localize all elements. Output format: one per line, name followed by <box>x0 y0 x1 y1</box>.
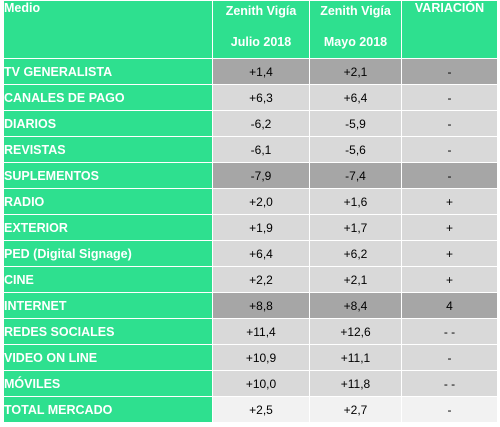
table-row: DIARIOS -6,2 -5,9- <box>3 110 498 137</box>
table-row: RADIO +2,0 +1,6 + <box>3 188 498 215</box>
table-row: TOTAL MERCADO +2,5 +2,7- <box>3 396 498 423</box>
cell-julio-2018: +11,4 <box>212 318 310 345</box>
cell-julio-2018: +6,3 <box>212 84 310 111</box>
cell-mayo-2018: +8,4 <box>309 292 402 319</box>
cell-medio: INTERNET <box>3 292 213 319</box>
cell-medio: CANALES DE PAGO <box>3 84 213 111</box>
cell-medio: PED (Digital Signage) <box>3 240 213 267</box>
table-row: TV GENERALISTA +1,4 +2,1- <box>3 58 498 85</box>
table-row: REVISTAS -6,1 -5,6- <box>3 136 498 163</box>
cell-variacion: - <box>401 396 498 423</box>
cell-medio: CINE <box>3 266 213 293</box>
cell-julio-2018: -6,1 <box>212 136 310 163</box>
cell-medio: TOTAL MERCADO <box>3 396 213 423</box>
table-row: INTERNET +8,8 +8,4 4 <box>3 292 498 319</box>
cell-variacion: + <box>401 240 498 267</box>
table-row: SUPLEMENTOS -7,9 -7,4- <box>3 162 498 189</box>
cell-medio: MÓVILES <box>3 370 213 397</box>
cell-julio-2018: +6,4 <box>212 240 310 267</box>
header-mayo-line1: Zenith Vigía <box>320 4 391 18</box>
header-julio-2018: Zenith Vigía Julio 2018 <box>212 0 310 59</box>
cell-variacion: - - <box>401 318 498 345</box>
header-mayo-line2: Mayo 2018 <box>323 35 388 49</box>
cell-medio: VIDEO ON LINE <box>3 344 213 371</box>
cell-julio-2018: +1,4 <box>212 58 310 85</box>
header-julio-line2: Julio 2018 <box>230 35 292 49</box>
table-row: CINE +2,2 +2,1 + <box>3 266 498 293</box>
cell-mayo-2018: -5,6 <box>309 136 402 163</box>
cell-mayo-2018: +2,1 <box>309 266 402 293</box>
table-row: MÓVILES +10,0 +11,8- - <box>3 370 498 397</box>
cell-variacion: - <box>401 136 498 163</box>
cell-mayo-2018: -7,4 <box>309 162 402 189</box>
cell-mayo-2018: +1,7 <box>309 214 402 241</box>
cell-medio: REDES SOCIALES <box>3 318 213 345</box>
cell-variacion: - - <box>401 370 498 397</box>
cell-mayo-2018: +6,4 <box>309 84 402 111</box>
table-row: PED (Digital Signage) +6,4 +6,2 + <box>3 240 498 267</box>
cell-medio: RADIO <box>3 188 213 215</box>
cell-mayo-2018: +6,2 <box>309 240 402 267</box>
cell-julio-2018: +1,9 <box>212 214 310 241</box>
table-row: EXTERIOR +1,9 +1,7 + <box>3 214 498 241</box>
cell-medio: TV GENERALISTA <box>3 58 213 85</box>
cell-variacion: - <box>401 110 498 137</box>
cell-variacion: - <box>401 84 498 111</box>
header-variacion: VARIACIÓN <box>401 0 498 59</box>
cell-julio-2018: +8,8 <box>212 292 310 319</box>
cell-variacion: - <box>401 344 498 371</box>
cell-mayo-2018: +12,6 <box>309 318 402 345</box>
cell-variacion: 4 <box>401 292 498 319</box>
cell-mayo-2018: -5,9 <box>309 110 402 137</box>
cell-julio-2018: +10,0 <box>212 370 310 397</box>
cell-medio: REVISTAS <box>3 136 213 163</box>
cell-medio: SUPLEMENTOS <box>3 162 213 189</box>
cell-julio-2018: -6,2 <box>212 110 310 137</box>
cell-julio-2018: +2,0 <box>212 188 310 215</box>
cell-variacion: + <box>401 214 498 241</box>
cell-julio-2018: -7,9 <box>212 162 310 189</box>
table-row: REDES SOCIALES +11,4 +12,6- - <box>3 318 498 345</box>
cell-variacion: + <box>401 266 498 293</box>
cell-medio: DIARIOS <box>3 110 213 137</box>
cell-mayo-2018: +1,6 <box>309 188 402 215</box>
cell-mayo-2018: +11,8 <box>309 370 402 397</box>
cell-mayo-2018: +11,1 <box>309 344 402 371</box>
cell-variacion: - <box>401 162 498 189</box>
header-medio: Medio <box>3 0 213 59</box>
table-row: VIDEO ON LINE +10,9 +11,1- <box>3 344 498 371</box>
header-row: Medio Zenith Vigía Julio 2018 Zenith Vig… <box>3 0 498 59</box>
cell-mayo-2018: +2,1 <box>309 58 402 85</box>
cell-medio: EXTERIOR <box>3 214 213 241</box>
media-investment-table: Medio Zenith Vigía Julio 2018 Zenith Vig… <box>3 0 498 423</box>
header-mayo-2018: Zenith Vigía Mayo 2018 <box>309 0 402 59</box>
cell-variacion: + <box>401 188 498 215</box>
cell-julio-2018: +10,9 <box>212 344 310 371</box>
table-row: CANALES DE PAGO +6,3 +6,4- <box>3 84 498 111</box>
cell-julio-2018: +2,5 <box>212 396 310 423</box>
header-julio-line1: Zenith Vigía <box>225 4 297 18</box>
cell-mayo-2018: +2,7 <box>309 396 402 423</box>
cell-julio-2018: +2,2 <box>212 266 310 293</box>
cell-variacion: - <box>401 58 498 85</box>
